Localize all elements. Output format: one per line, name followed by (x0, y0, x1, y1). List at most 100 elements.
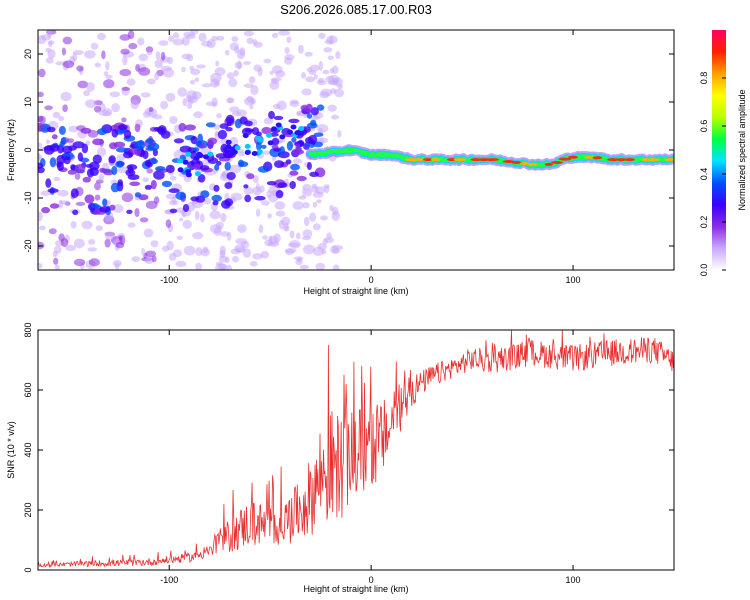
spectrogram-noise-blob (103, 71, 109, 77)
spectrogram-noise-blob (225, 49, 230, 56)
spectrogram-noise-blob (337, 84, 343, 90)
spectrogram-noise-blob (52, 250, 58, 258)
spectrogram-cluster-blob (255, 141, 262, 151)
spectrogram-cluster-blob (199, 165, 210, 171)
spectrogram-noise-blob (262, 235, 269, 240)
spectrogram-cluster-blob (291, 137, 297, 143)
spectrogram-noise-blob (322, 69, 330, 75)
spectrogram-cluster-blob (179, 145, 192, 153)
spectrogram-cluster-blob (273, 160, 285, 169)
spectrogram-cluster-blob (165, 164, 175, 174)
spectrogram-cluster-blob (244, 120, 253, 127)
spectrogram-noise-blob (165, 219, 172, 228)
spectrogram-cluster-blob (217, 129, 227, 140)
spectrogram-noise-blob (271, 156, 277, 162)
spectrogram-noise-blob (87, 247, 98, 252)
spectrogram-streak-blob (251, 151, 258, 156)
spectrogram-cluster-blob (84, 194, 95, 204)
spectrogram-cluster-blob (51, 134, 58, 140)
spectrogram-noise-blob (211, 97, 218, 108)
spectrogram-cluster-blob (142, 150, 149, 159)
spectrogram-cluster-blob (305, 137, 314, 144)
spectrogram-noise-blob (160, 65, 172, 72)
spectrogram-noise-blob (193, 111, 203, 119)
spectrogram-noise-blob (331, 65, 339, 74)
spectrogram-cluster-blob (72, 209, 79, 215)
spectrogram-noise-blob (220, 231, 230, 237)
spectrogram-noise-blob (65, 244, 76, 252)
spectrogram-cluster-blob (161, 180, 172, 188)
spectrogram-cluster-blob (288, 118, 300, 124)
spectrogram-cluster-blob (85, 163, 93, 168)
spectrogram-cluster-blob (224, 182, 233, 189)
spectrogram-noise-blob (104, 238, 111, 248)
spectrogram-xtick-label: 100 (566, 275, 581, 285)
spectrogram-noise-blob (146, 51, 153, 56)
spectrogram-noise-blob (121, 117, 127, 123)
spectrogram-noise-blob (175, 260, 187, 268)
spectrogram-noise-blob (74, 173, 81, 180)
spectrogram-noise-blob (154, 72, 160, 81)
spectrogram-noise-blob (38, 68, 46, 78)
spectrogram-cluster-blob (226, 172, 236, 180)
spectrogram-noise-blob (201, 83, 212, 88)
spectrogram-noise-blob (194, 77, 200, 82)
spectrogram-cluster-blob (213, 184, 220, 192)
spectrogram-noise-blob (249, 104, 254, 110)
spectrogram-streak-blob (257, 137, 264, 143)
spectrogram-cluster-blob (91, 203, 99, 209)
spectrogram-noise-blob (189, 79, 196, 85)
spectrogram-noise-blob (98, 110, 111, 117)
spectrogram-cluster-blob (306, 113, 313, 119)
spectrogram-cluster-blob (292, 149, 304, 155)
spectrogram-noise-blob (177, 87, 187, 97)
spectrogram-cluster-blob (197, 174, 206, 183)
spectrogram-cluster-blob (190, 136, 198, 145)
spectrogram-noise-blob (302, 187, 307, 198)
spectrogram-cluster-blob (63, 156, 71, 165)
spectrogram-noise-blob (73, 238, 85, 249)
spectrogram-noise-blob (229, 164, 242, 174)
spectrogram-cluster-blob (200, 190, 210, 199)
colorbar-tick-label: 0.6 (699, 120, 709, 133)
spectrogram-noise-blob (122, 55, 128, 66)
spectrogram-cluster-blob (296, 175, 307, 182)
spectrogram-noise-blob (312, 246, 324, 256)
spectrogram-noise-blob (267, 213, 273, 219)
spectrogram-cluster-blob (144, 159, 152, 167)
spectrogram-noise-blob (160, 51, 166, 61)
spectrogram-cluster-blob (277, 182, 288, 188)
spectrogram-cluster-blob (144, 184, 152, 190)
spectrogram-noise-blob (332, 264, 340, 270)
spectrogram-noise-blob (75, 201, 86, 206)
spectrogram-noise-blob (289, 101, 300, 107)
spectrogram-cluster-blob (43, 145, 55, 155)
spectrogram-cluster-blob (226, 121, 232, 127)
spectrogram-cluster-blob (211, 194, 222, 202)
spectrogram-cluster-blob (102, 198, 108, 207)
spectrogram-noise-blob (119, 34, 131, 41)
spectrogram-streak-blob (177, 158, 183, 164)
spectrogram-cluster-blob (92, 138, 104, 146)
spectrogram-cluster-blob (271, 144, 279, 149)
spectrogram-noise-blob (278, 30, 290, 36)
spectrogram-streak-blob (185, 151, 192, 157)
spectrogram-streak-blob (177, 167, 184, 173)
spectrogram-noise-blob (52, 111, 61, 119)
spectrogram-noise-blob (302, 229, 313, 239)
spectrogram-cluster-blob (70, 164, 76, 171)
spectrogram-noise-blob (272, 103, 281, 110)
spectrogram-noise-blob (313, 74, 318, 80)
spectrogram-cluster-blob (273, 115, 284, 121)
spectrogram-noise-blob (312, 201, 317, 208)
spectrogram-noise-blob (83, 90, 91, 97)
spectrogram-cluster-blob (283, 132, 295, 138)
spectrogram-noise-blob (318, 60, 324, 71)
spectrogram-noise-blob (253, 41, 263, 48)
spectrogram-noise-blob (260, 250, 270, 259)
spectrogram-noise-blob (337, 130, 342, 138)
spectrogram-noise-blob (53, 176, 61, 182)
spectrogram-xtick-label: 0 (369, 275, 374, 285)
spectrogram-noise-blob (263, 58, 272, 64)
spectrogram-noise-blob (38, 262, 43, 269)
